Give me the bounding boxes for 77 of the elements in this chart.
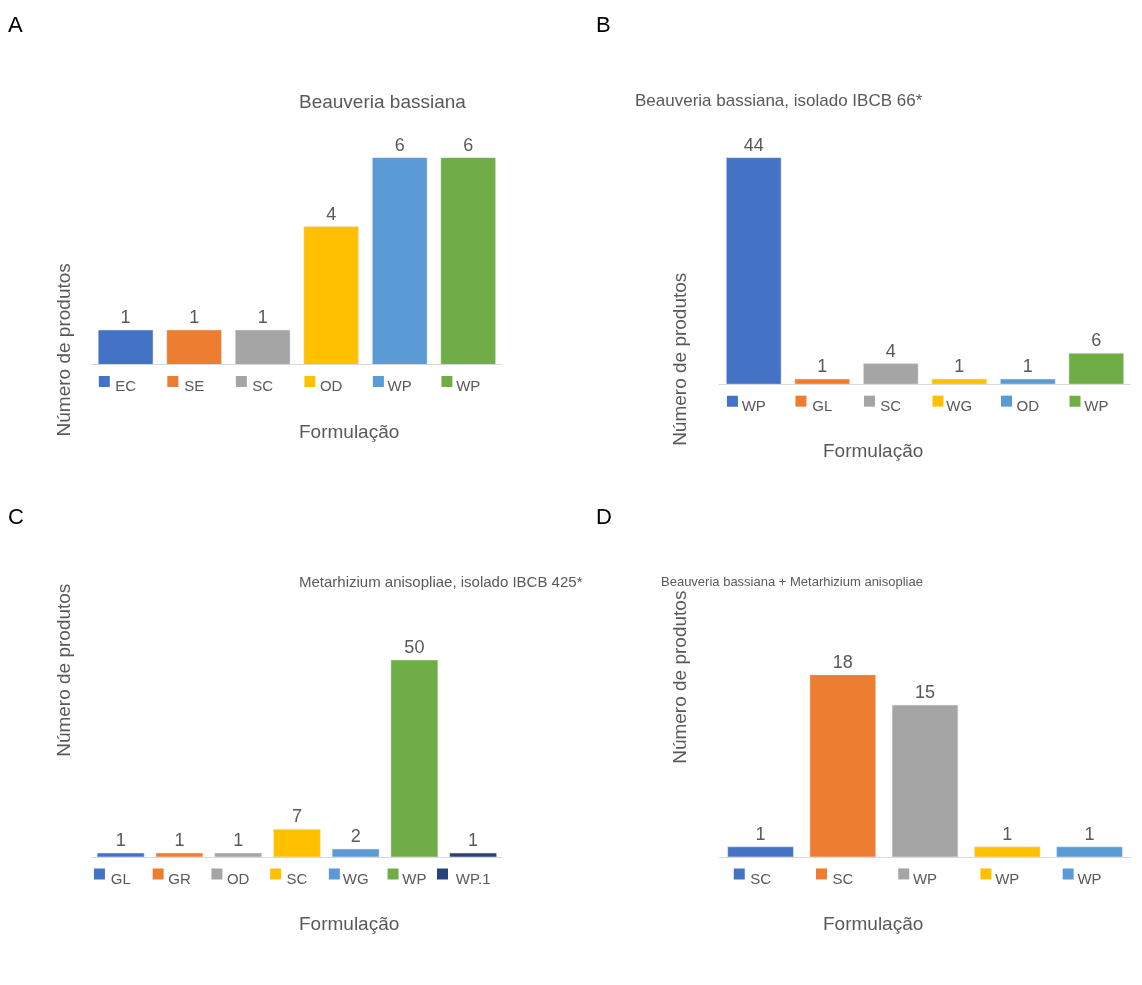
y-axis-title: Número de produtos bbox=[52, 583, 74, 757]
data-label: 4 bbox=[885, 340, 896, 361]
data-label: 6 bbox=[394, 134, 405, 155]
bar bbox=[155, 852, 204, 857]
bar bbox=[96, 852, 145, 857]
x-tick-label: WG bbox=[946, 397, 973, 415]
bar bbox=[214, 852, 262, 857]
text: A bbox=[8, 12, 23, 37]
bar bbox=[331, 848, 380, 857]
data-label: 1 bbox=[174, 830, 185, 851]
data-label: 2 bbox=[350, 826, 361, 847]
x-tick-label: WP bbox=[1077, 869, 1102, 887]
chart-title: Metarhizium anisopliae, isolado IBCB 425* bbox=[299, 573, 583, 590]
bar bbox=[931, 378, 987, 385]
bar bbox=[449, 852, 497, 857]
data-label: 50 bbox=[404, 636, 425, 657]
data-label: 1 bbox=[233, 830, 244, 851]
data-label: 1 bbox=[257, 306, 268, 327]
x-tick-label: SE bbox=[184, 377, 205, 395]
data-label: 4 bbox=[326, 203, 337, 224]
data-label: 6 bbox=[463, 134, 474, 155]
x-tick-label: OD bbox=[1016, 397, 1040, 415]
data-label: 1 bbox=[120, 306, 131, 327]
chart-title: Beauveria bassiana, isolado IBCB 66* bbox=[635, 91, 923, 110]
x-tick-label: SC bbox=[880, 397, 902, 415]
y-axis-title: Número de produtos bbox=[669, 272, 691, 446]
x-tick-label: OD bbox=[319, 377, 343, 395]
x-tick-label: WP bbox=[387, 377, 412, 395]
data-label: 1 bbox=[1022, 356, 1033, 376]
y-axis-title: Número de produtos bbox=[669, 590, 691, 764]
x-tick-label: WP bbox=[995, 869, 1020, 887]
x-axis-title: Formulação bbox=[299, 421, 400, 442]
x-tick-label: OD bbox=[226, 869, 250, 887]
bar bbox=[863, 363, 919, 385]
data-label: 1 bbox=[1084, 823, 1095, 844]
x-tick-label: GL bbox=[812, 397, 833, 415]
text: B bbox=[596, 12, 611, 37]
x-tick-label: WP bbox=[456, 377, 481, 395]
data-label: 1 bbox=[755, 823, 766, 844]
data-label: 6 bbox=[1091, 330, 1102, 351]
data-label: 1 bbox=[468, 830, 479, 851]
data-label: 1 bbox=[954, 356, 965, 376]
chart-title: Beauveria bassiana + Metarhizium anisopliae bbox=[661, 574, 923, 589]
data-label: 44 bbox=[743, 134, 764, 155]
x-axis-title: Formulação bbox=[823, 913, 924, 934]
x-tick-label: SC bbox=[832, 869, 854, 887]
x-axis-title: Formulação bbox=[299, 913, 400, 934]
bar bbox=[794, 378, 850, 385]
data-label: 1 bbox=[817, 356, 828, 376]
data-label: 18 bbox=[832, 651, 853, 672]
bar bbox=[1068, 353, 1124, 385]
text: D bbox=[596, 504, 612, 529]
x-tick-label: SC bbox=[252, 377, 274, 395]
data-label: 7 bbox=[291, 806, 302, 827]
chart-title: Beauveria bassiana bbox=[299, 91, 467, 112]
x-tick-label: GL bbox=[110, 869, 131, 887]
bar bbox=[1000, 378, 1056, 385]
x-tick-label: SC bbox=[286, 869, 308, 887]
x-axis-title: Formulação bbox=[823, 440, 924, 461]
x-tick-label: SC bbox=[750, 869, 772, 887]
data-label: 1 bbox=[1002, 823, 1013, 844]
data-label: 1 bbox=[115, 830, 126, 851]
bar bbox=[273, 829, 321, 857]
data-label: 15 bbox=[915, 682, 936, 703]
x-tick-label: WP bbox=[741, 397, 766, 415]
x-tick-label: WP.1 bbox=[455, 869, 491, 887]
text: C bbox=[8, 504, 24, 529]
x-tick-label: EC bbox=[115, 377, 137, 395]
bar bbox=[390, 659, 439, 857]
x-tick-label: WP bbox=[402, 869, 427, 887]
x-tick-label: WG bbox=[342, 869, 369, 887]
y-axis-title: Número de produtos bbox=[53, 263, 75, 437]
x-tick-label: WP bbox=[912, 869, 938, 887]
bar bbox=[726, 157, 782, 385]
x-tick-label: GR bbox=[168, 869, 191, 887]
data-label: 1 bbox=[189, 306, 200, 327]
x-tick-label: WP bbox=[1084, 397, 1109, 415]
